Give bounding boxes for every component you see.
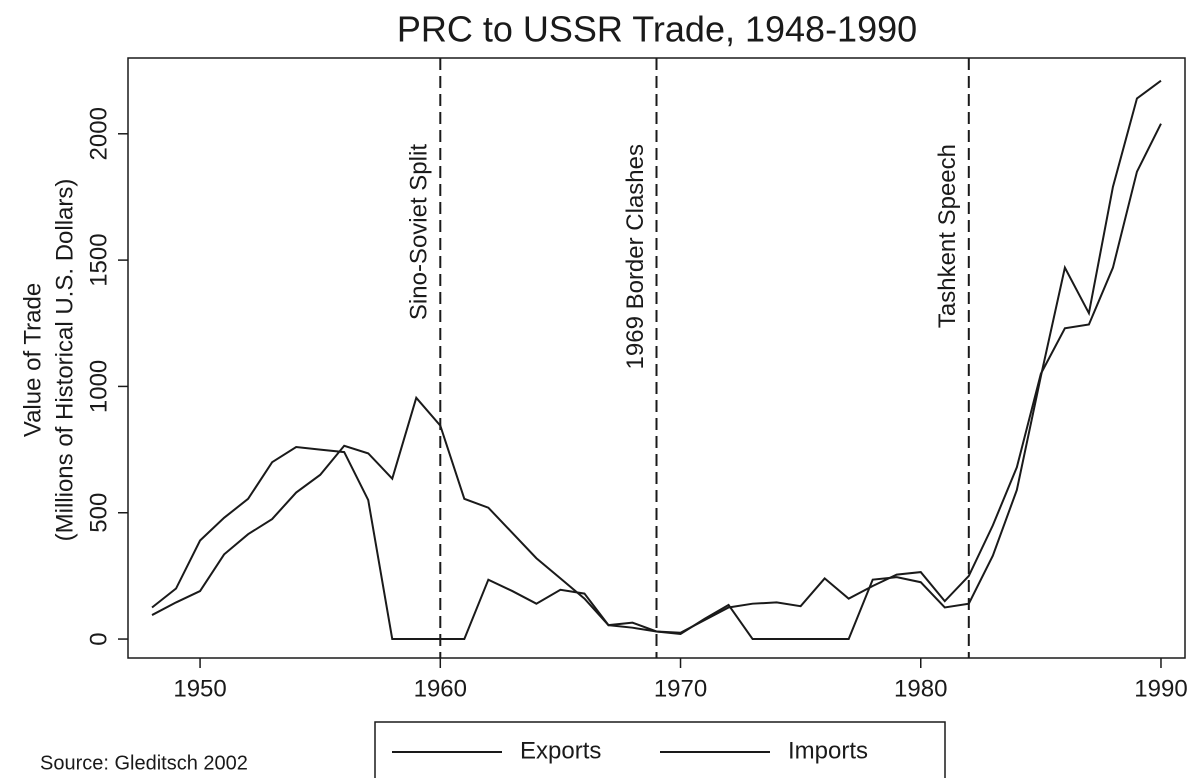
x-tick-label: 1950 [173,675,226,702]
event-label: Tashkent Speech [934,144,961,328]
legend-label: Imports [788,737,868,764]
x-tick-label: 1960 [414,675,467,702]
y-tick-label: 0 [85,632,112,645]
legend-label: Exports [520,737,601,764]
x-tick-label: 1980 [894,675,947,702]
y-tick-label: 500 [85,493,112,533]
y-axis-label: (Millions of Historical U.S. Dollars) [51,179,78,542]
event-label: 1969 Border Clashes [622,144,649,369]
y-tick-label: 1500 [85,233,112,286]
y-tick-label: 1000 [85,360,112,413]
chart-title: PRC to USSR Trade, 1948-1990 [397,9,917,50]
event-label: Sino-Soviet Split [406,144,433,320]
source-note: Source: Gleditsch 2002 [40,752,248,774]
y-tick-label: 2000 [85,107,112,160]
y-axis-label: Value of Trade [19,283,46,437]
x-tick-label: 1990 [1134,675,1187,702]
legend-box [374,721,946,778]
series-line [151,123,1162,634]
x-tick-label: 1970 [654,675,707,702]
